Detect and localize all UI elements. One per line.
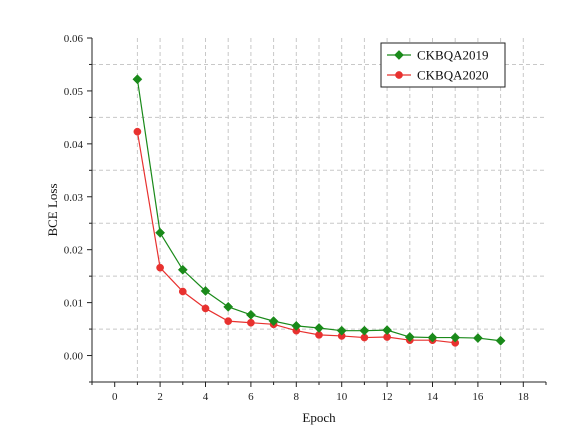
legend: CKBQA2019 CKBQA2020 (380, 42, 506, 88)
data-point-ckbqa2019 (132, 74, 143, 85)
x-tick-label: 10 (336, 391, 348, 403)
data-point-ckbqa2020 (178, 287, 187, 296)
y-tick-label: 0.05 (64, 86, 84, 98)
y-tick-label: 0.02 (64, 245, 83, 257)
data-point-ckbqa2019 (359, 325, 370, 336)
x-tick-label: 2 (157, 391, 163, 403)
data-point-ckbqa2019 (427, 332, 438, 343)
x-tick-label: 6 (248, 391, 254, 403)
data-point-ckbqa2019 (177, 264, 188, 275)
x-tick-label: 14 (427, 391, 439, 403)
legend-marker-ckbqa2020 (395, 71, 403, 79)
data-point-ckbqa2019 (314, 323, 324, 333)
x-tick-label: 12 (382, 391, 393, 403)
y-tick-label: 0.00 (64, 351, 84, 363)
data-point-ckbqa2019 (495, 335, 506, 346)
y-axis-title: BCE Loss (45, 183, 60, 236)
data-point-ckbqa2019 (268, 316, 279, 327)
y-tick-label: 0.03 (64, 192, 84, 204)
x-axis-title: Epoch (302, 410, 336, 425)
x-tick-label: 16 (472, 391, 484, 403)
data-point-ckbqa2019 (450, 332, 461, 343)
data-point-ckbqa2020 (156, 263, 164, 272)
data-point-ckbqa2019 (245, 309, 256, 320)
data-point-ckbqa2020 (133, 127, 142, 136)
legend-marker-ckbqa2019 (394, 50, 404, 60)
data-point-ckbqa2020 (224, 317, 233, 325)
data-point-ckbqa2019 (223, 301, 234, 312)
x-tick-label: 0 (112, 391, 118, 403)
data-point-ckbqa2020 (247, 318, 255, 327)
series-layer (132, 74, 506, 347)
y-tick-label: 0.04 (64, 139, 84, 151)
y-tick-label: 0.06 (64, 33, 84, 45)
data-point-ckbqa2020 (201, 304, 210, 313)
data-point-ckbqa2019 (200, 286, 211, 296)
series-ckbqa2019 (132, 74, 506, 346)
x-tick-label: 18 (518, 391, 530, 403)
legend-label-ckbqa2019: CKBQA2019 (417, 48, 489, 63)
grid-layer (92, 38, 546, 382)
data-point-ckbqa2019 (472, 333, 483, 344)
axes-layer: 0 2 4 6 8 10 12 14 16 18 0.00 0.01 0.02 0.03 0.04 0.05 0… (64, 33, 547, 403)
y-tick-label: 0.01 (64, 298, 83, 310)
x-tick-label: 4 (203, 391, 209, 403)
x-tick-label: 8 (294, 391, 300, 403)
data-point-ckbqa2019 (291, 320, 302, 331)
data-point-ckbqa2019 (155, 227, 166, 238)
legend-box (380, 42, 506, 88)
data-point-ckbqa2019 (404, 332, 415, 342)
legend-label-ckbqa2020: CKBQA2020 (417, 68, 489, 83)
data-point-ckbqa2019 (382, 325, 393, 336)
data-point-ckbqa2019 (336, 325, 347, 336)
